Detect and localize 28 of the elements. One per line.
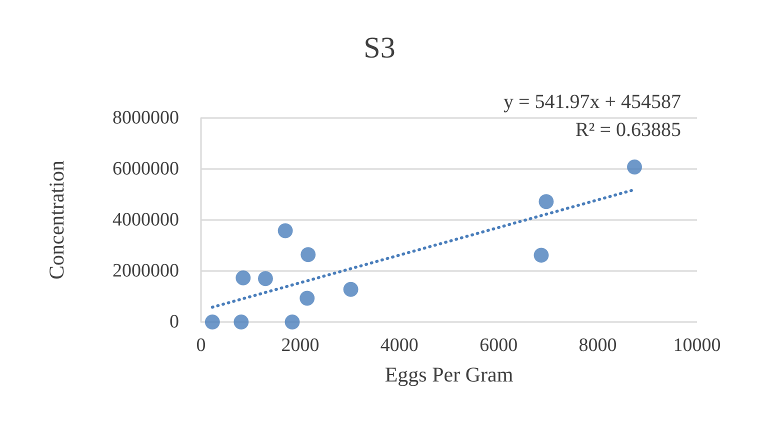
y-tick-label: 4000000 — [112, 210, 179, 230]
x-tick-label: 6000 — [480, 335, 518, 356]
point — [538, 194, 554, 210]
x-tick-label: 10000 — [673, 335, 721, 356]
point — [284, 314, 300, 330]
point — [343, 282, 358, 297]
x-tick-label: 8000 — [578, 335, 617, 356]
y-tick-label: 0 — [170, 312, 179, 332]
x-tick-label: 2000 — [281, 335, 320, 356]
chart-title: S3 — [364, 32, 396, 64]
x-tick-label: 0 — [196, 335, 206, 356]
y-axis-title: Concentration — [44, 160, 68, 280]
point — [627, 159, 642, 174]
point — [534, 248, 549, 263]
text: y = 541.97x + 454587 — [503, 91, 681, 113]
y-tick-label: 2000000 — [112, 260, 179, 282]
y-tick-label: 6000000 — [112, 158, 179, 180]
point — [204, 314, 220, 330]
point — [300, 247, 316, 262]
point — [278, 223, 293, 238]
y-tick-label: 8000000 — [112, 108, 179, 128]
point — [258, 271, 273, 286]
point — [236, 270, 251, 286]
point — [234, 314, 249, 330]
point — [300, 290, 315, 306]
x-tick-label: 4000 — [380, 335, 418, 356]
annotation: R² = 0.63885 — [575, 119, 682, 141]
x-axis-title: Eggs Per Gram — [384, 362, 514, 386]
